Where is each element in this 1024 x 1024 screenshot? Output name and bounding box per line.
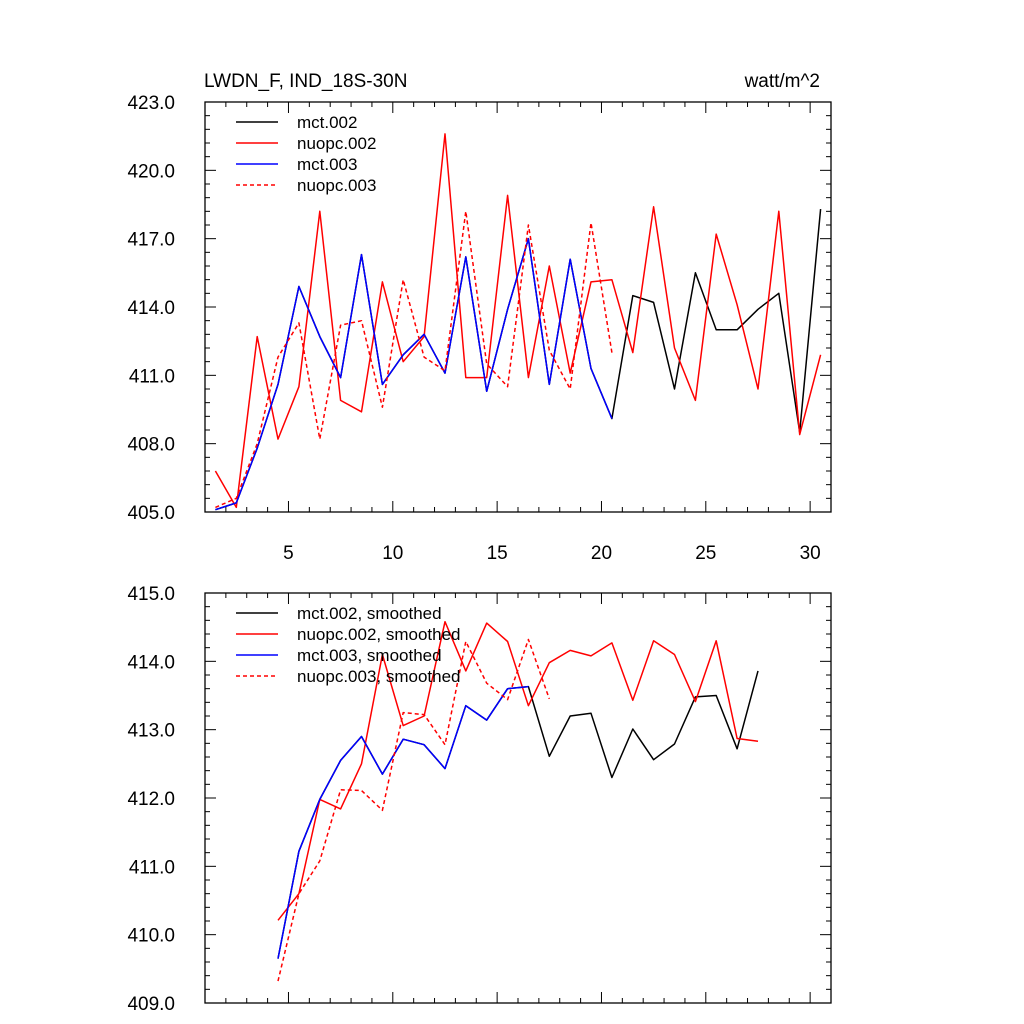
legend-label: nuopc.002	[297, 134, 376, 153]
legend-label: nuopc.002, smoothed	[297, 625, 461, 644]
y-tick-label: 414.0	[127, 652, 175, 673]
series-line-nuopc-003-smoothed	[277, 638, 551, 982]
x-tick-label: 20	[591, 543, 612, 564]
legend-label: mct.002	[297, 113, 357, 132]
series-line-nuopc-002-smoothed	[277, 620, 759, 921]
legend-label: mct.003, smoothed	[297, 646, 442, 665]
legend-label: nuopc.003	[297, 176, 376, 195]
chart-title: LWDN_F, IND_18S-30N	[204, 71, 407, 92]
top-line-chart: 405.0 408.0 411.0 414.0 417.0 420.0 423.0 5 10 15…	[127, 93, 832, 564]
y-tick-label: 411.0	[129, 366, 175, 387]
y-tick-label: 411.0	[129, 857, 175, 878]
y-tick-label: 405.0	[127, 503, 175, 524]
x-tick-label: 15	[487, 543, 508, 564]
legend-label: nuopc.003, smoothed	[297, 667, 461, 686]
y-tick-label: 413.0	[127, 721, 175, 742]
y-tick-label: 423.0	[127, 93, 175, 114]
y-tick-label: 410.0	[127, 926, 175, 947]
series-line-mct-003	[215, 237, 613, 511]
x-tick-label: 5	[283, 543, 294, 564]
series-line-nuopc-002	[214, 133, 822, 509]
y-tick-label: 420.0	[127, 161, 175, 182]
y-tick-label: 417.0	[127, 230, 175, 251]
y-tick-label: 414.0	[127, 298, 175, 319]
series-line-mct-002-smoothed	[277, 670, 759, 959]
chart-units: watt/m^2	[744, 71, 820, 92]
x-tick-label: 25	[695, 543, 716, 564]
y-tick-label: 412.0	[127, 789, 175, 810]
legend-label: mct.003	[297, 155, 357, 174]
legend-label: mct.002, smoothed	[297, 604, 442, 623]
y-tick-label: 409.0	[127, 994, 175, 1015]
y-tick-label: 408.0	[127, 435, 175, 456]
bottom-line-chart: 409.0 410.0 411.0 412.0 413.0 414.0 415.0 mct.0…	[127, 584, 832, 1015]
x-tick-label: 10	[382, 543, 403, 564]
series-line-mct-003-smoothed	[277, 685, 529, 959]
series-line-nuopc-003	[215, 210, 613, 509]
y-tick-label: 415.0	[127, 584, 175, 605]
x-tick-label: 30	[800, 543, 821, 564]
